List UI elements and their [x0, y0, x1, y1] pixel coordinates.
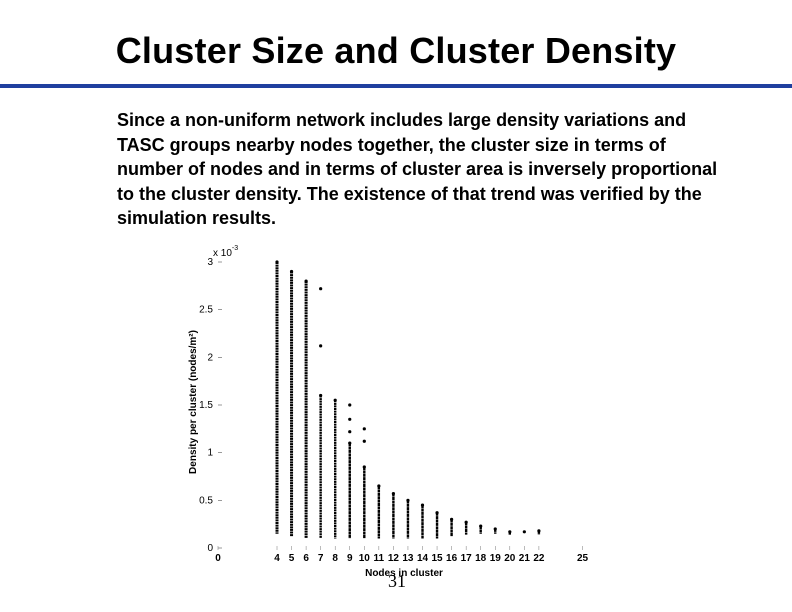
x-tick-label: 9 [347, 553, 353, 564]
data-point [522, 530, 526, 534]
data-point [464, 520, 468, 524]
data-point [362, 465, 366, 469]
data-column-x17 [464, 520, 468, 535]
y-scale-exp: -3 [232, 245, 238, 252]
data-column-x21 [522, 530, 526, 534]
data-point-outlier [348, 403, 352, 407]
data-column-x11 [377, 484, 381, 539]
y-tick-label: 2 [207, 352, 213, 363]
data-column-x5 [289, 269, 294, 537]
x-tick-label: 10 [359, 553, 371, 564]
x-axis: 0 4 5 6 7 8 9 10 11 12 13 14 15 16 17 18 19 20 21 22 25 [215, 546, 589, 564]
x-tick-label: 11 [374, 553, 385, 564]
data-points [275, 260, 541, 539]
x-tick-label: 0 [215, 553, 221, 564]
data-point [333, 398, 337, 402]
data-point [508, 530, 512, 534]
y-scale-note: x 10-3 [213, 245, 238, 259]
data-point [377, 484, 381, 488]
data-column-x4 [275, 260, 279, 534]
data-point-outlier [348, 417, 352, 421]
data-column-x20 [508, 530, 512, 535]
data-column-x10 [362, 427, 366, 539]
y-axis-label: Density per cluster (nodes/m²) [188, 330, 199, 474]
data-column-x19 [493, 527, 497, 534]
y-tick-label: 3 [207, 257, 213, 268]
y-tick-label: 2.5 [199, 305, 213, 316]
x-tick-label: 5 [289, 553, 295, 564]
y-tick-label: 0 [207, 543, 213, 554]
x-axis-label: Nodes in cluster [365, 568, 443, 579]
data-point [275, 260, 279, 264]
x-tick-label: 4 [274, 553, 280, 564]
data-point-outlier [362, 439, 366, 443]
data-column-x7 [319, 287, 323, 539]
data-point [406, 498, 410, 502]
data-point [420, 503, 425, 507]
data-column-x6 [304, 279, 308, 539]
data-column-x9 [348, 403, 352, 539]
y-tick-label: 1 [207, 448, 213, 459]
x-tick-label: 15 [431, 553, 443, 564]
x-tick-label: 12 [388, 553, 400, 564]
data-point [289, 269, 294, 274]
data-point [479, 524, 483, 528]
data-point [435, 511, 439, 515]
slide-title: Cluster Size and Cluster Density [115, 30, 677, 71]
data-column-x8 [333, 398, 337, 539]
data-point [450, 517, 454, 522]
y-tick-label: 1.5 [199, 400, 213, 411]
data-point [391, 492, 395, 496]
x-tick-label: 25 [577, 553, 589, 564]
x-tick-label: 17 [461, 553, 473, 564]
x-tick-label: 19 [490, 553, 502, 564]
y-axis: 0 0.5 1 1.5 2 2.5 3 [199, 257, 222, 554]
x-tick-label: 14 [417, 553, 429, 564]
y-scale-base: x 10 [213, 248, 232, 259]
data-point [348, 441, 352, 445]
data-column-x15 [435, 511, 439, 539]
x-tick-label: 22 [533, 553, 545, 564]
data-point-outlier [348, 430, 352, 434]
data-point [319, 393, 323, 398]
y-tick-label: 0.5 [199, 495, 213, 506]
x-tick-label: 16 [446, 553, 458, 564]
x-tick-label: 20 [504, 553, 516, 564]
data-point [304, 279, 308, 283]
data-point [537, 529, 541, 533]
data-point-outlier [319, 287, 323, 291]
x-tick-label: 18 [475, 553, 487, 564]
data-column-x13 [406, 498, 410, 539]
data-column-x14 [420, 503, 425, 539]
x-tick-label: 6 [303, 553, 309, 564]
x-tick-label: 21 [519, 553, 531, 564]
data-point-outlier [362, 427, 366, 431]
data-point [493, 527, 497, 531]
data-column-x22 [537, 529, 541, 535]
slide-number: 31 [388, 571, 406, 591]
data-column-x16 [450, 517, 454, 537]
data-point-outlier [319, 344, 323, 348]
x-tick-label: 13 [402, 553, 414, 564]
x-tick-label: 7 [318, 553, 324, 564]
x-tick-label: 8 [332, 553, 338, 564]
data-column-x12 [391, 492, 395, 539]
slide-body-text: Since a non-uniform network includes lar… [117, 110, 718, 228]
title-divider [0, 84, 792, 88]
data-column-x18 [479, 524, 483, 534]
